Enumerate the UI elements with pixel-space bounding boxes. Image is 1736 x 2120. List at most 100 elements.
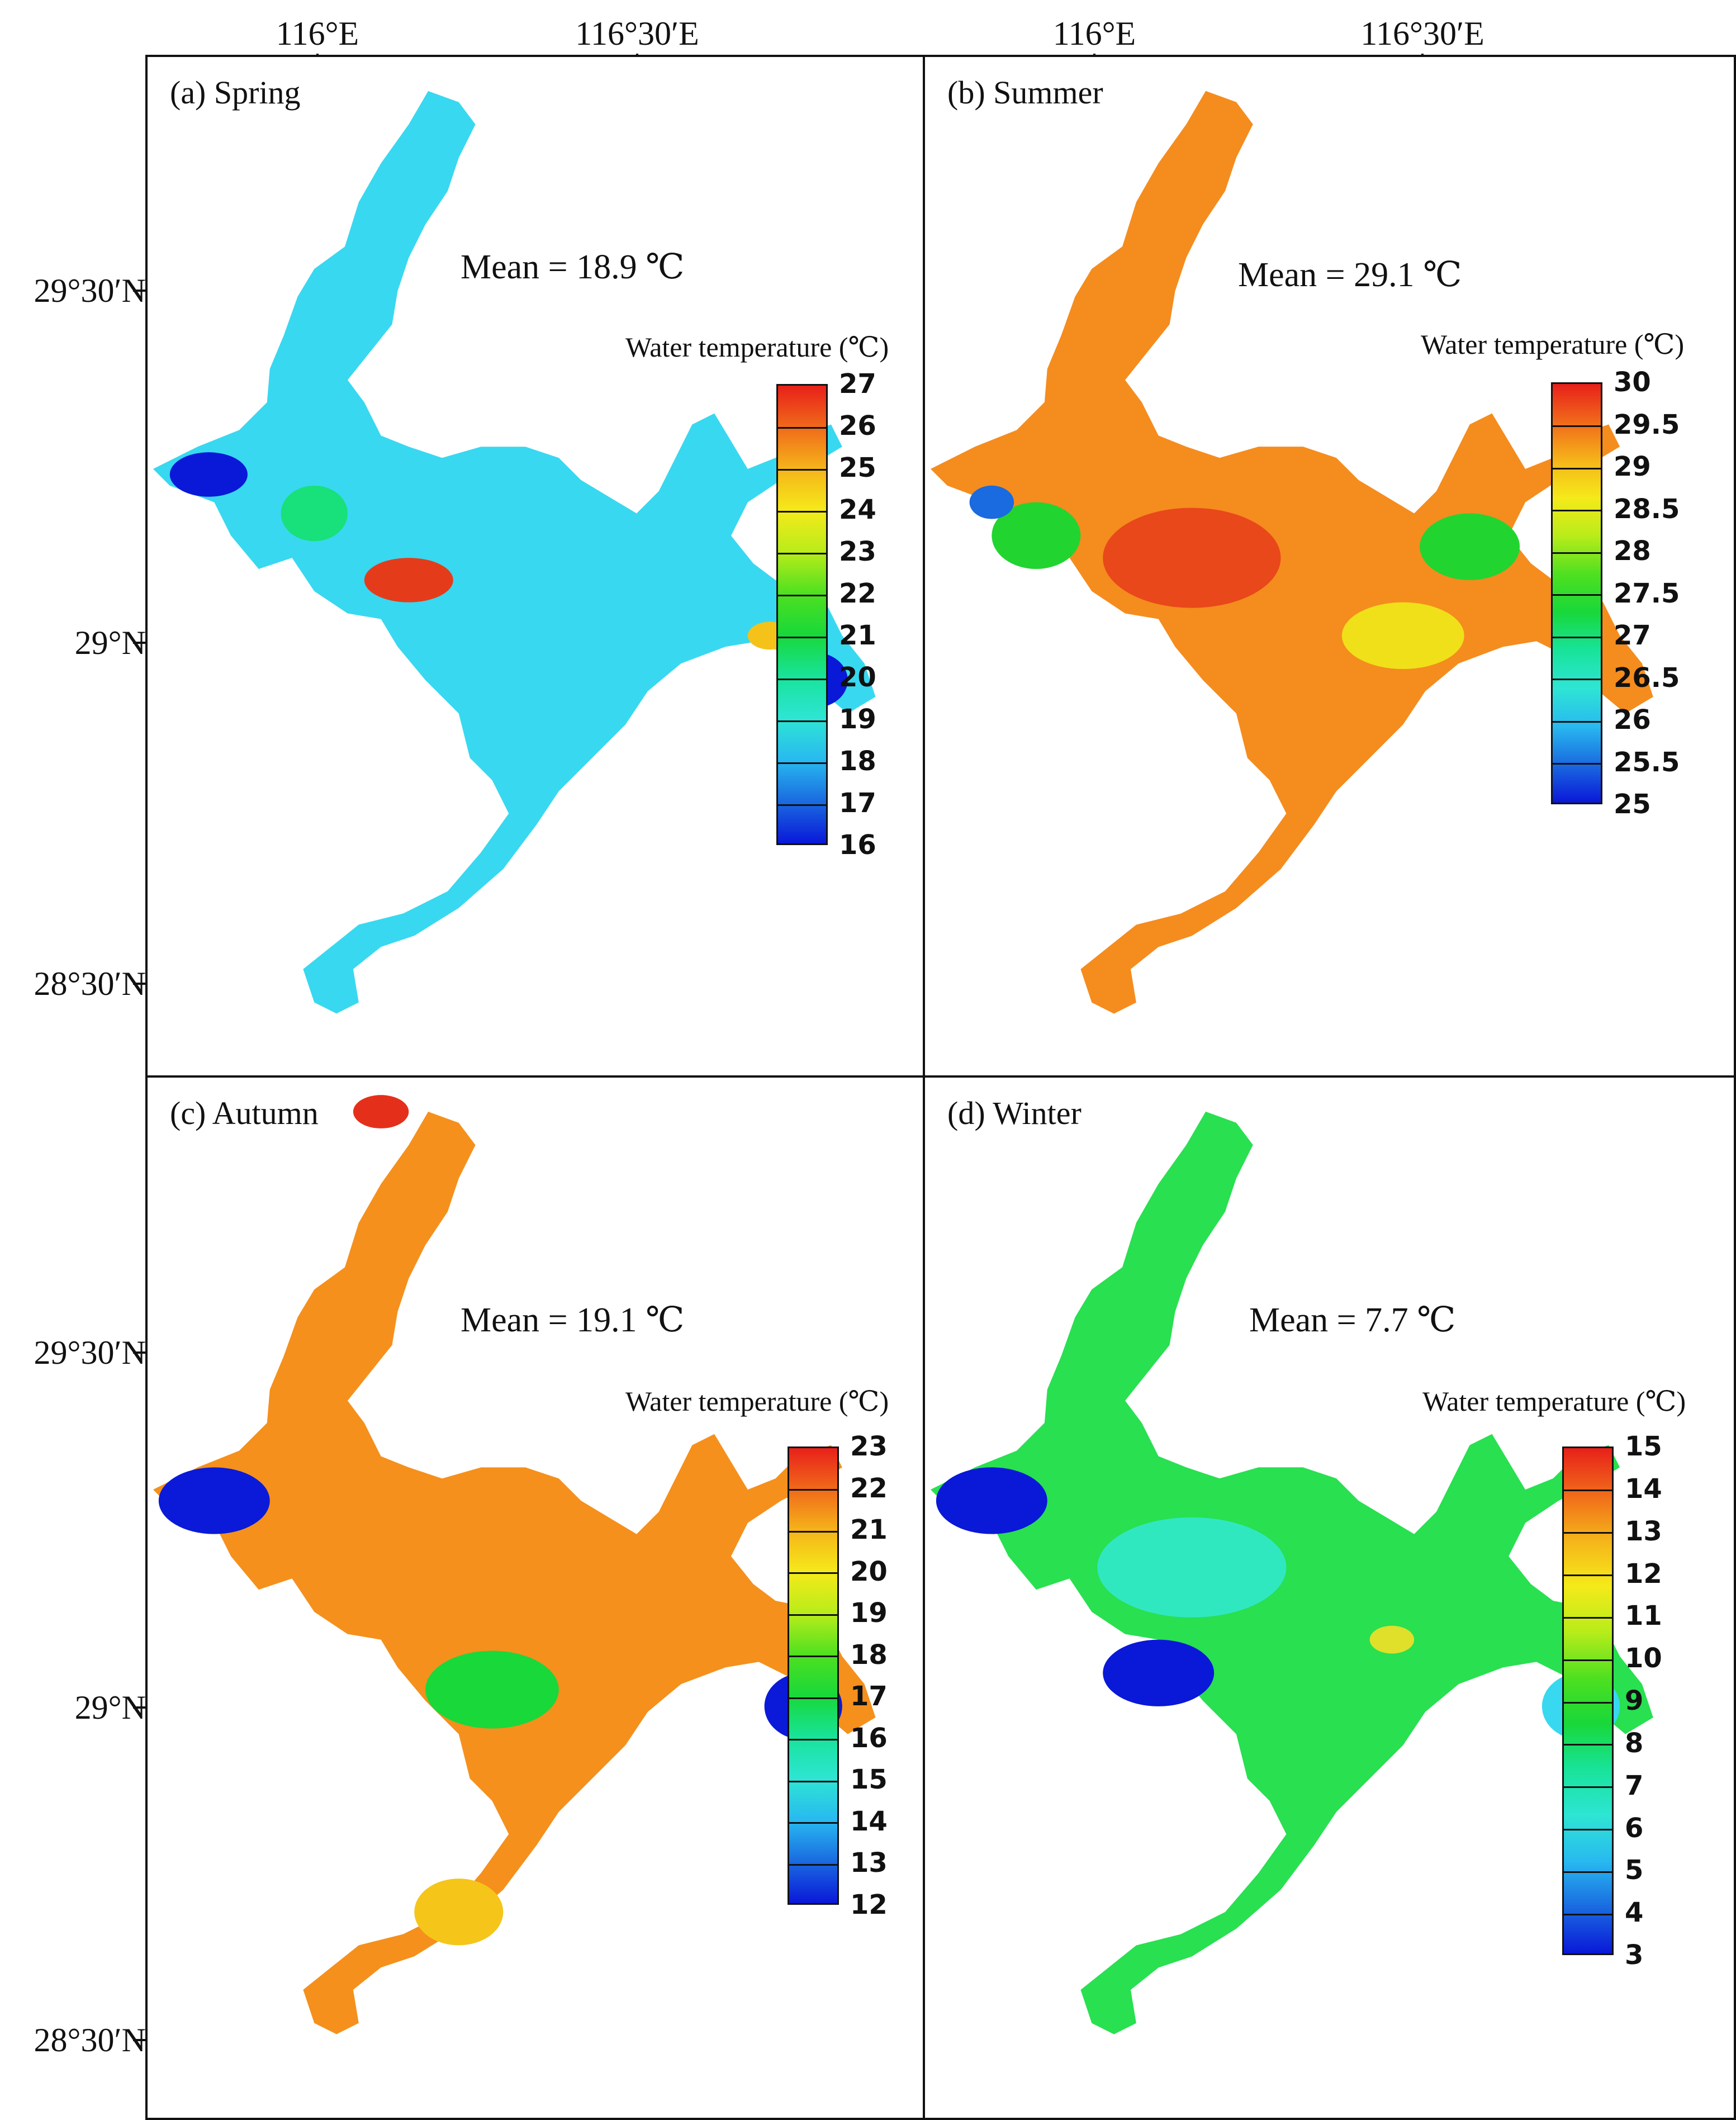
legend-value: 27.5	[1614, 577, 1680, 609]
colorbar-divider	[789, 1697, 837, 1699]
panel-title-autumn: (c) Autumn	[170, 1095, 319, 1131]
colorbar-divider	[789, 1614, 837, 1616]
colorbar-divider	[789, 1822, 837, 1824]
legend-value: 20	[839, 662, 876, 693]
mean-winter: Mean = 7.7 ℃	[1249, 1301, 1456, 1339]
colorbar-divider	[1553, 552, 1601, 554]
colorbar-divider	[1564, 1490, 1612, 1492]
legend-value: 19	[839, 704, 876, 735]
colorbar-divider	[1553, 510, 1601, 511]
panel-title-spring: (a) Spring	[170, 74, 301, 111]
legend-value: 22	[850, 1472, 888, 1504]
legend-value: 5	[1625, 1855, 1644, 1886]
colorbar-divider	[789, 1780, 837, 1782]
legend-value: 21	[839, 620, 876, 651]
lon-label-116-30e-right: 116°30′E	[1360, 15, 1484, 52]
legend-title-autumn: Water temperature (℃)	[625, 1386, 889, 1417]
legend-value: 9	[1625, 1685, 1644, 1716]
colorbar-divider	[1553, 636, 1601, 638]
colorbar-divider	[1553, 594, 1601, 596]
colorbar-divider	[1553, 720, 1601, 723]
legend-value: 29.5	[1614, 409, 1680, 440]
colorbar-divider	[789, 1489, 837, 1491]
legend-value: 12	[1625, 1558, 1662, 1590]
legend-value: 26	[839, 410, 876, 442]
legend-value: 26	[1614, 704, 1651, 736]
colorbar-divider	[1564, 1913, 1612, 1915]
legend-value: 21	[850, 1514, 888, 1546]
legend-value: 3	[1625, 1939, 1644, 1971]
legend-value: 25	[839, 452, 876, 483]
tick-left-1	[133, 290, 145, 292]
colorbar-divider	[789, 1656, 837, 1658]
panel-autumn: (c) Autumn Mean = 19.1 ℃ Water temperatu…	[145, 1075, 925, 2120]
legend-value: 20	[850, 1555, 888, 1587]
lat-label-28-30n-lower: 28°30′N	[34, 2022, 146, 2059]
colorbar-divider	[1564, 1532, 1612, 1534]
legend-value: 11	[1625, 1600, 1662, 1632]
legend-value: 17	[850, 1681, 888, 1713]
legend-title-spring: Water temperature (℃)	[625, 331, 889, 363]
legend-title-summer: Water temperature (℃)	[1421, 329, 1685, 360]
legend-value: 10	[1625, 1643, 1662, 1675]
colorbar-divider	[789, 1863, 837, 1866]
tick-left-6	[133, 2039, 145, 2041]
legend-value: 27	[839, 368, 876, 400]
mean-spring: Mean = 18.9 ℃	[461, 248, 685, 286]
legend-value: 25	[1614, 789, 1651, 820]
legend-value: 14	[1625, 1473, 1662, 1505]
colorbar-spring	[776, 384, 828, 845]
colorbar-autumn	[788, 1446, 839, 1905]
legend-value: 30	[1614, 367, 1651, 398]
legend-value: 29	[1614, 451, 1651, 482]
legend-value: 7	[1625, 1770, 1644, 1801]
colorbar-divider	[778, 468, 826, 471]
legend-value: 24	[839, 494, 876, 525]
legend-value: 17	[839, 788, 876, 819]
colorbar-divider	[1564, 1786, 1612, 1789]
colorbar-divider	[778, 426, 826, 429]
legend-value: 18	[839, 746, 876, 777]
colorbar-divider	[778, 510, 826, 513]
colorbar-divider	[789, 1530, 837, 1533]
legend-value: 13	[1625, 1515, 1662, 1547]
legend-value: 28	[1614, 535, 1651, 567]
panel-spring: (a) Spring Mean = 18.9 ℃ Water temperatu…	[145, 55, 925, 1078]
tick-left-3	[133, 983, 145, 985]
colorbar-divider	[789, 1739, 837, 1741]
mean-summer: Mean = 29.1 ℃	[1238, 256, 1462, 294]
colorbar-divider	[778, 678, 826, 680]
colorbar-divider	[1564, 1701, 1612, 1704]
lake-map-summer	[930, 91, 1653, 1014]
colorbar-divider	[778, 804, 826, 806]
legend-value: 4	[1625, 1897, 1644, 1929]
colorbar-divider	[1553, 679, 1601, 680]
mean-autumn: Mean = 19.1 ℃	[461, 1301, 685, 1339]
lat-label-29-30n-lower: 29°30′N	[34, 1334, 146, 1371]
lon-label-116e: 116°E	[276, 15, 359, 52]
colorbar-divider	[1564, 1659, 1612, 1661]
colorbar-divider	[1564, 1829, 1612, 1830]
lat-label-28-30n: 28°30′N	[34, 965, 146, 1002]
colorbar-divider	[778, 762, 826, 764]
legend-value: 13	[850, 1847, 888, 1879]
panel-title-winter: (d) Winter	[947, 1095, 1082, 1131]
colorbar-divider	[1564, 1871, 1612, 1873]
lon-label-116e-right: 116°E	[1052, 15, 1136, 52]
legend-value: 6	[1625, 1812, 1644, 1844]
colorbar-divider	[1553, 467, 1601, 469]
colorbar-divider	[1564, 1574, 1612, 1576]
colorbar-divider	[1564, 1616, 1612, 1619]
legend-value: 15	[1625, 1431, 1662, 1462]
colorbar-divider	[778, 594, 826, 596]
colorbar-winter	[1562, 1446, 1614, 1955]
panel-title-summer: (b) Summer	[947, 74, 1103, 111]
legend-value: 28.5	[1614, 493, 1680, 525]
lon-label-116-30e: 116°30′E	[575, 15, 699, 52]
legend-title-winter: Water temperature (℃)	[1422, 1386, 1686, 1417]
colorbar-divider	[1564, 1744, 1612, 1746]
legend-value: 19	[850, 1597, 888, 1629]
colorbar-divider	[1553, 763, 1601, 765]
legend-value: 23	[850, 1431, 888, 1462]
colorbar-divider	[778, 720, 826, 722]
